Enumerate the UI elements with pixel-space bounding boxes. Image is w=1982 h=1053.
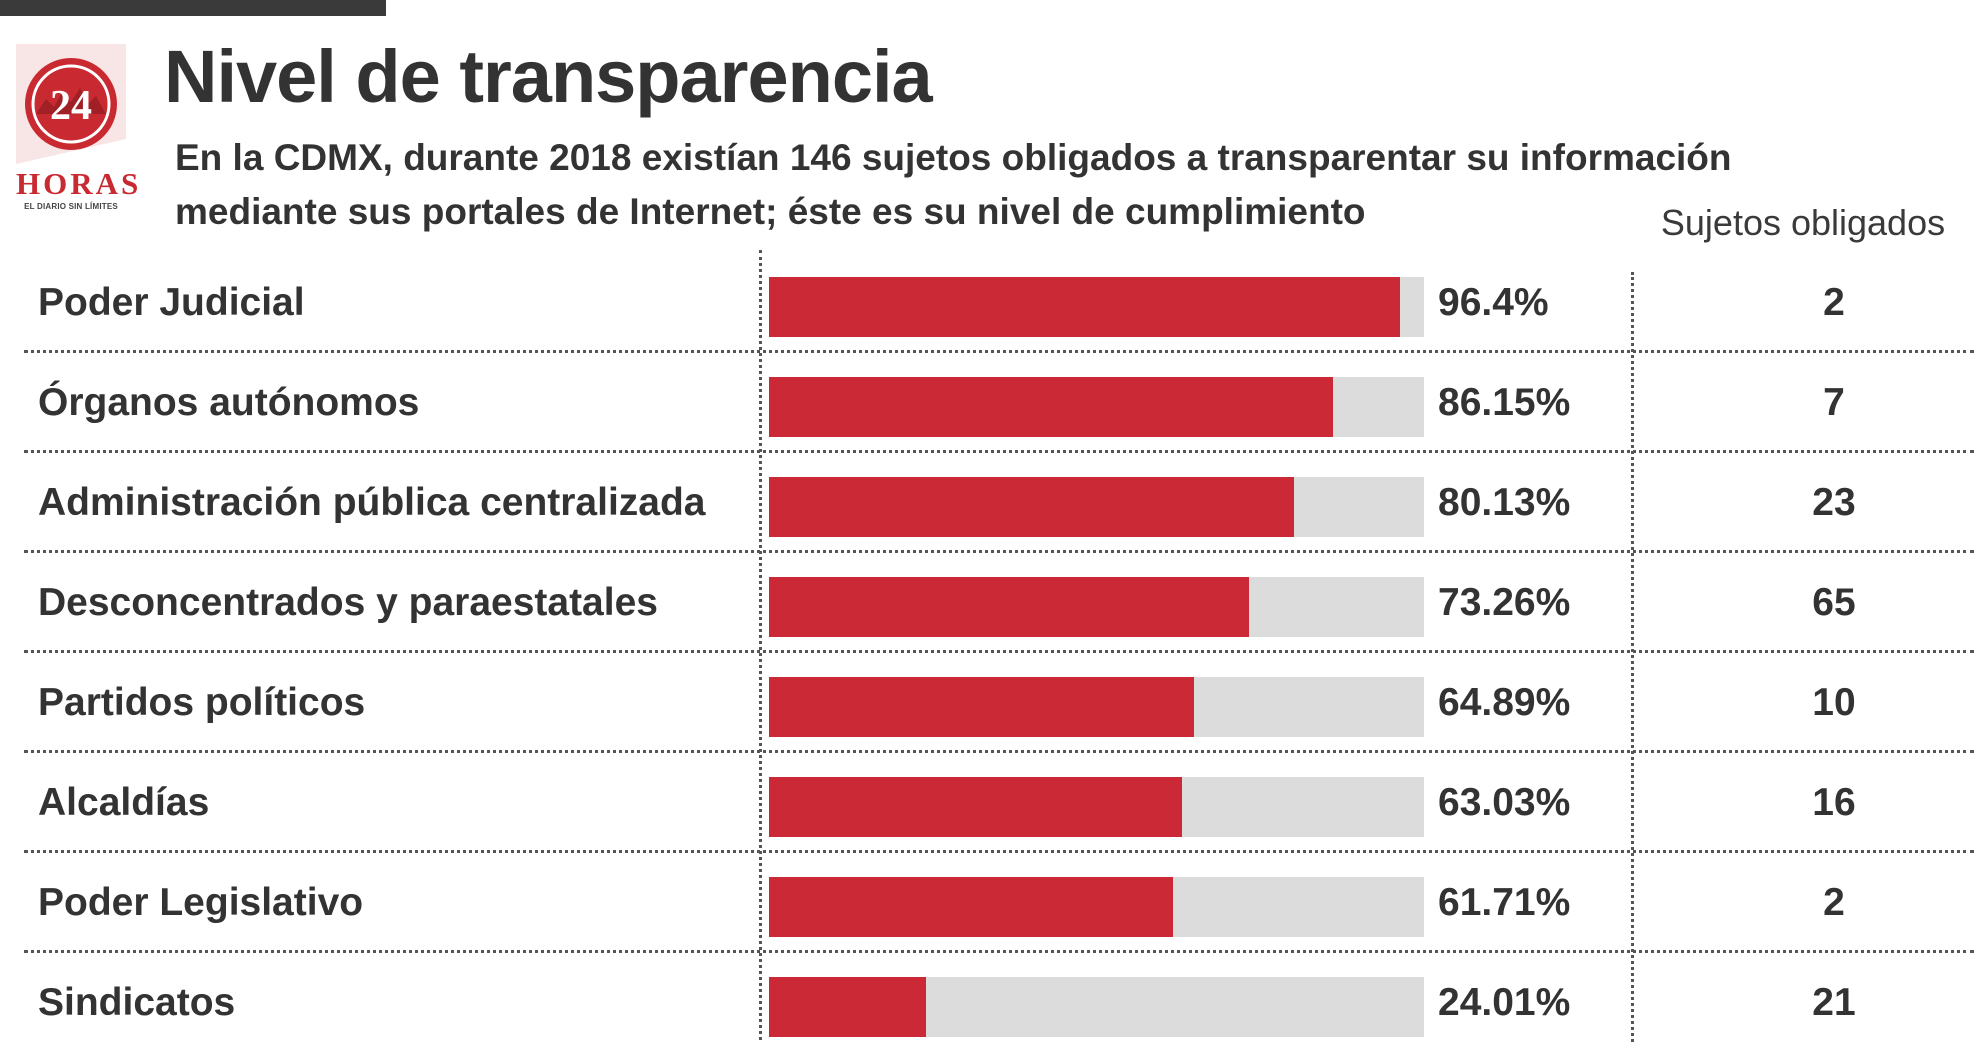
logo-emblem-icon: 24	[16, 44, 126, 164]
category-label: Alcaldías	[38, 781, 210, 824]
category-label: Partidos políticos	[38, 681, 366, 724]
category-label: Poder Judicial	[38, 281, 305, 324]
bar	[769, 777, 1182, 837]
count-column-header: Sujetos obligados	[1660, 202, 1946, 243]
category-label: Sindicatos	[38, 981, 236, 1024]
top-accent-bar	[0, 0, 386, 16]
divider-before-counts	[1631, 272, 1634, 1042]
count-value: 16	[1812, 781, 1856, 824]
bar-track	[769, 377, 1424, 437]
value-label: 63.03%	[1438, 781, 1571, 824]
row-separator	[24, 650, 1974, 653]
chart-subtitle: En la CDMX, durante 2018 existían 146 su…	[175, 137, 1732, 232]
row-separator	[24, 350, 1974, 353]
bar	[769, 577, 1249, 637]
value-label: 24.01%	[1438, 981, 1571, 1024]
chart-title: Nivel de transparencia	[164, 35, 933, 118]
bar	[769, 477, 1294, 537]
chart-row: Órganos autónomos 86.15% 7	[24, 353, 1974, 453]
bar	[769, 877, 1174, 937]
value-label: 96.4%	[1438, 281, 1549, 324]
value-label: 73.26%	[1438, 581, 1571, 624]
bar-track	[769, 477, 1424, 537]
chart-row: Desconcentrados y paraestatales 73.26% 65	[24, 553, 1974, 653]
count-value: 65	[1812, 581, 1856, 624]
brand-logo: 24 HORAS EL DIARIO SIN LÍMITES	[16, 44, 142, 219]
divider-before-bars	[759, 250, 762, 1040]
bar	[769, 277, 1401, 337]
logo-wordmark: HORAS	[16, 166, 142, 201]
row-separator	[24, 850, 1974, 853]
value-label: 64.89%	[1438, 681, 1571, 724]
category-label: Desconcentrados y paraestatales	[38, 581, 658, 624]
category-label: Poder Legislativo	[38, 881, 364, 924]
bar-track	[769, 977, 1424, 1037]
chart-row: Sindicatos 24.01% 21	[24, 953, 1974, 1053]
count-value: 2	[1823, 281, 1845, 324]
chart-row: Alcaldías 63.03% 16	[24, 753, 1974, 853]
row-separator	[24, 950, 1974, 953]
count-value: 10	[1812, 681, 1856, 724]
bar-track	[769, 677, 1424, 737]
chart-row: Poder Legislativo 61.71% 2	[24, 853, 1974, 953]
logo-number: 24	[50, 83, 92, 129]
count-value: 23	[1812, 481, 1856, 524]
category-label: Órganos autónomos	[38, 381, 420, 424]
bar-track	[769, 877, 1424, 937]
logo-tagline: EL DIARIO SIN LÍMITES	[24, 202, 118, 211]
row-separator	[24, 450, 1974, 453]
bar-track	[769, 577, 1424, 637]
bar	[769, 377, 1334, 437]
bar-track	[769, 777, 1424, 837]
bar	[769, 677, 1195, 737]
chart-row: Partidos políticos 64.89% 10	[24, 653, 1974, 753]
category-label: Administración pública centralizada	[38, 481, 706, 524]
row-separator	[24, 550, 1974, 553]
row-separator	[24, 750, 1974, 753]
bar	[769, 977, 927, 1037]
count-value: 21	[1812, 981, 1856, 1024]
bar-track	[769, 277, 1424, 337]
chart-row: Poder Judicial 96.4% 2	[24, 253, 1974, 353]
value-label: 61.71%	[1438, 881, 1571, 924]
count-value: 2	[1823, 881, 1845, 924]
chart-row: Administración pública centralizada 80.13…	[24, 453, 1974, 553]
count-value: 7	[1823, 381, 1845, 424]
value-label: 80.13%	[1438, 481, 1571, 524]
value-label: 86.15%	[1438, 381, 1571, 424]
